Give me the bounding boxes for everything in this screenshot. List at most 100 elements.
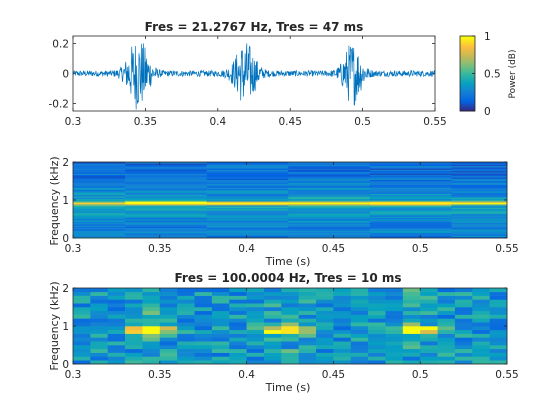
spectrogram-1-cell [369,232,452,235]
spectrogram-1-cell [73,181,126,183]
spectrogram-2-cell [246,322,265,327]
spectrogram-2-cell [177,326,195,331]
spectrogram-2-cell [194,291,213,296]
spectrogram-2-cell [350,337,369,342]
spectrogram-2-cell [316,299,334,304]
spectrogram-1-cell [73,178,126,181]
spectrogram-2-cell [73,337,91,342]
spectrogram-2-cell [472,341,490,346]
spectrogram-2-cell [316,341,334,346]
spectrogram-2-cell [368,322,386,327]
spectrogram-2-cell [107,345,126,350]
spectrogram-2-cell [420,341,438,346]
spectrogram-2-cell [402,360,421,365]
spectrogram-1-cell [369,220,452,222]
spectrogram-1-cell [288,167,371,169]
spectrogram-1-cell [73,173,126,175]
spectrogram-1-cell [206,168,289,170]
spectrogram-2-cell [73,333,91,338]
spectrogram-2-cell [437,356,456,361]
spectrogram-1-cell [206,192,289,194]
spectrogram-2-cell [402,356,421,361]
spectrogram-2-cell [159,345,178,350]
spectrogram-2-cell [229,348,247,353]
spectrogram-1-cell [288,216,371,219]
spectrogram-2-cell [385,326,404,331]
spectrogram-2-cell [73,326,91,331]
spectrogram-1-cell [73,234,126,236]
spectrogram-1-cell [125,198,207,201]
spectrogram-2-cell [229,329,247,334]
spectrogram-1-cell [73,215,126,217]
ax-0-ytick-label: 0 [62,69,69,81]
colorbar-swatch [460,81,475,84]
spectrogram-2-cell [281,326,299,331]
spectrogram-2-cell [177,291,195,296]
ax-0-xtick-label: 0.35 [134,116,157,128]
colorbar-swatch [460,84,475,88]
spectrogram-1-cell [369,175,452,178]
spectrogram-1-cell [73,194,126,197]
spectrogram-1-cell [73,164,126,167]
spectrogram-2-cell [368,341,386,346]
spectrogram-1-cell [451,170,508,173]
spectrogram-2-cell [229,291,247,296]
ax-0-xtick-label: 0.45 [279,116,302,128]
spectrogram-2-cell [107,288,126,293]
spectrogram-2-cell [472,333,490,338]
spectrogram-2-cell [437,307,456,312]
colorbar-swatch [460,88,475,91]
spectrogram-2-cell [316,291,334,296]
spectrogram-2-cell [263,303,282,308]
spectrogram-2-cell [368,326,386,331]
ax-2-ytick-label: 2 [62,283,69,295]
spectrogram-1-cell [451,231,508,234]
spectrogram-2-cell [489,295,508,300]
spectrogram-2-cell [420,329,438,334]
spectrogram-1-cell [125,186,207,188]
spectrogram-2-cell [298,345,317,350]
spectrogram-2-cell [437,288,456,293]
spectrogram-2-cell [194,295,213,300]
spectrogram-1-cell [73,208,126,211]
spectrogram-2-cell [454,314,473,319]
spectrogram-1-cell [73,210,126,212]
spectrogram-2-cell [420,352,438,357]
spectrogram-2-cell [333,310,352,315]
spectrogram-1-cell [206,222,289,225]
spectrogram-2-cell [211,356,230,361]
spectrogram-2-cell [73,295,91,300]
spectrogram-2-cell [229,356,247,361]
spectrogram-2-cell [489,291,508,296]
colorbar-swatch [460,109,475,112]
spectrogram-1-cell [451,208,508,211]
spectrogram-2-cell [177,318,195,323]
spectrogram-1-cell [125,181,207,183]
spectrogram-1-cell [288,234,371,236]
spectrogram-1-cell [125,202,207,205]
spectrogram-1-cell [288,200,371,202]
spectrogram-2-cell [73,288,91,293]
spectrogram-2-cell [385,356,404,361]
spectrogram-2-cell [90,348,109,353]
spectrogram-1-cell [288,217,371,220]
spectrogram-1-cell [206,212,289,215]
spectrogram-1-cell [206,164,289,167]
spectrogram-2-cell [194,356,213,361]
spectrogram-2-cell [333,291,352,296]
spectrogram-1-cell [451,167,508,169]
spectrogram-2-cell [90,326,109,331]
spectrogram-2-cell [420,345,438,350]
spectrogram-2-cell [73,352,91,357]
spectrogram-2-cell [333,333,352,338]
spectrogram-1-cell [369,163,452,165]
spectrogram-1-cell [369,229,452,231]
spectrogram-2-cell [437,337,456,342]
spectrogram-2-cell [90,314,109,319]
spectrogram-panel-1: 0.3 0.35 0.4 0.45 0.5 0.55 0 1 2 Time (s) Freque… [48,156,519,268]
spectrogram-2-cell [73,348,91,353]
spectrogram-2-cell [281,360,299,365]
colorbar-swatch [460,67,475,71]
spectrogram-1-cell [451,229,508,231]
spectrogram-2-cell [142,291,161,296]
